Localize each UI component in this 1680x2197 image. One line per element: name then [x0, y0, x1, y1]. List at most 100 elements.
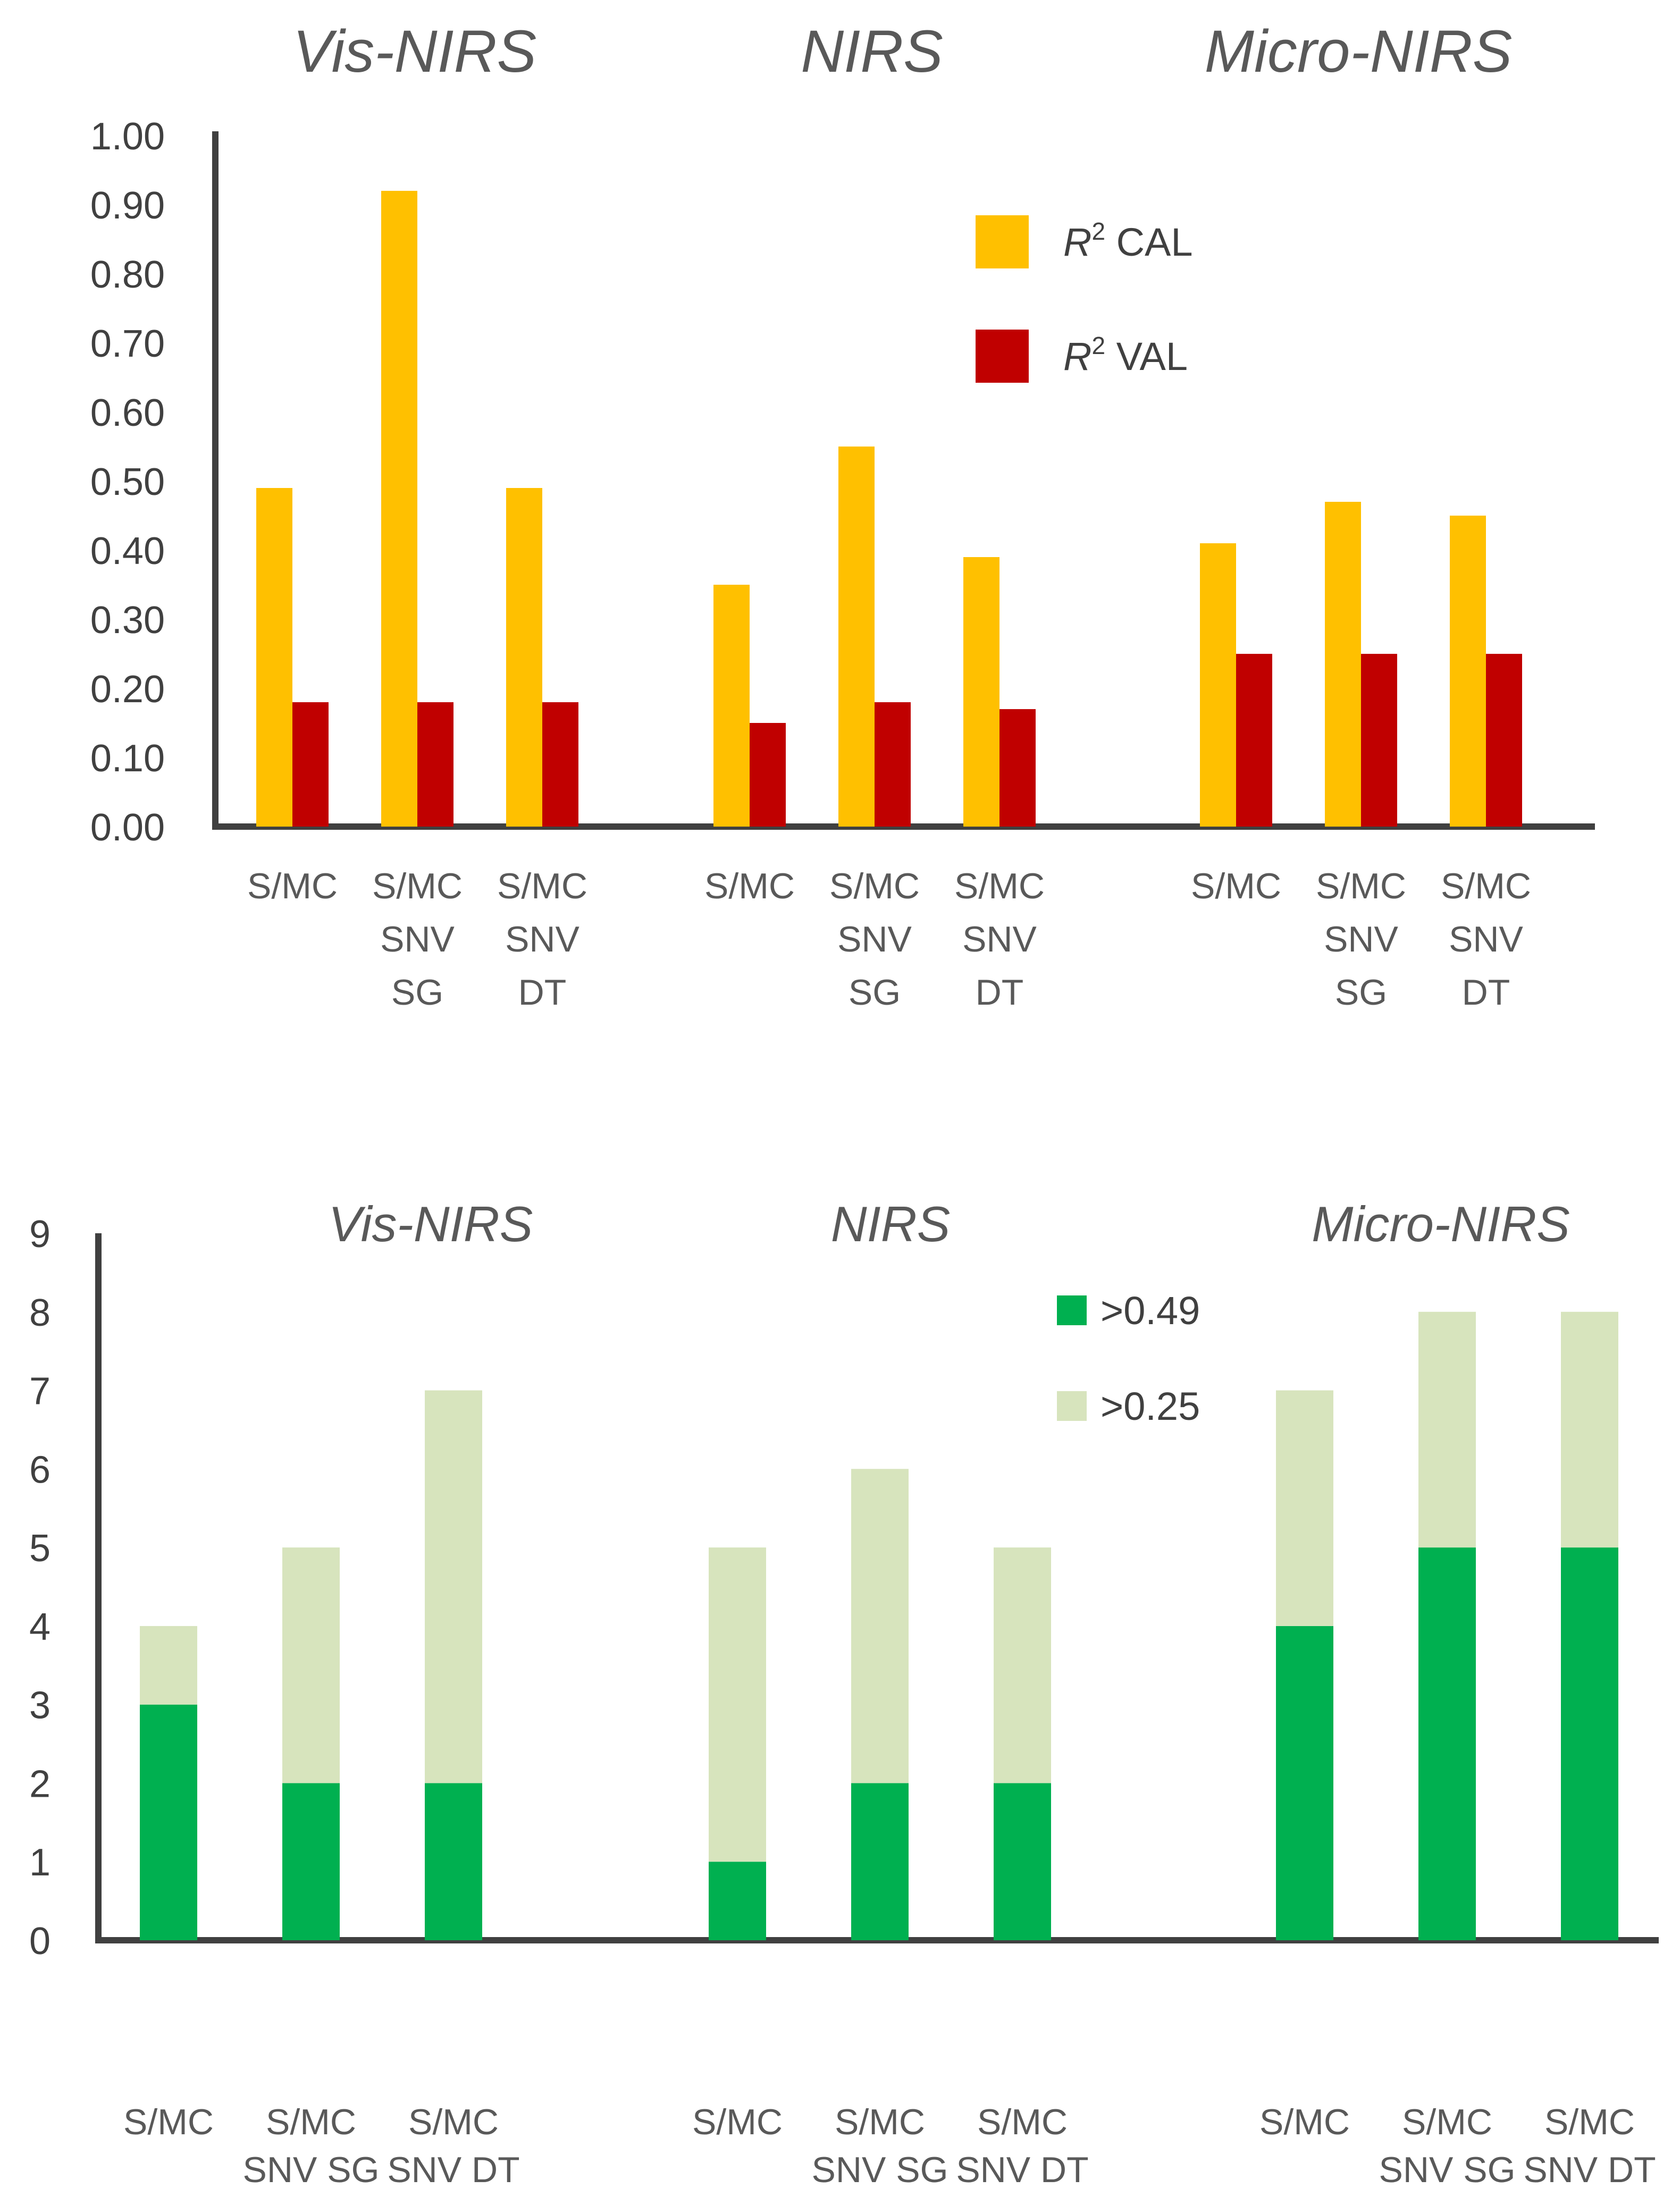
- bar-above-049: [282, 1783, 340, 1940]
- y-tick-label: 1.00: [90, 115, 165, 158]
- x-tick-label: S/MC: [497, 866, 587, 906]
- x-tick-label: S/MC: [829, 866, 920, 906]
- group-title: Micro-NIRS: [1205, 18, 1513, 85]
- y-tick-label: 7: [29, 1370, 51, 1413]
- x-tick-label: S/MC: [372, 866, 463, 906]
- x-tick-label: S/MC: [408, 2102, 499, 2142]
- x-tick-label: SNV: [962, 919, 1037, 959]
- y-tick-label: 0.70: [90, 323, 165, 365]
- x-tick-label: S/MC: [977, 2102, 1068, 2142]
- x-tick-label: SNV: [837, 919, 912, 959]
- bar-r2-val: [292, 702, 329, 827]
- x-tick-label: SNV DT: [956, 2150, 1088, 2190]
- x-tick-label: DT: [518, 972, 567, 1013]
- y-tick-label: 4: [29, 1606, 51, 1648]
- y-tick-label: 0.80: [90, 254, 165, 296]
- y-tick-label: 1: [29, 1841, 51, 1884]
- x-tick-label: SNV SG: [243, 2150, 380, 2190]
- legend-label: R2 VAL: [1063, 332, 1188, 378]
- y-tick-label: 9: [29, 1213, 51, 1256]
- legend-swatch: [1057, 1295, 1087, 1325]
- y-tick-label: 2: [29, 1763, 51, 1805]
- x-tick-label: SNV: [1324, 919, 1398, 959]
- bar-above-049: [1276, 1626, 1333, 1940]
- x-tick-label: SNV: [380, 919, 455, 959]
- x-tick-label: S/MC: [247, 866, 338, 906]
- bar-above-049: [851, 1783, 909, 1940]
- x-tick-label: S/MC: [1191, 866, 1281, 906]
- y-tick-label: 0.00: [90, 806, 165, 849]
- x-tick-label: SNV: [1449, 919, 1523, 959]
- group-title: NIRS: [801, 18, 943, 85]
- group-title: Vis-NIRS: [329, 1196, 533, 1252]
- bar-r2-cal: [1200, 543, 1236, 827]
- y-tick-label: 6: [29, 1449, 51, 1491]
- bar-r2-val: [1361, 654, 1397, 827]
- bar-above-049: [709, 1862, 766, 1940]
- legend-label: >0.49: [1101, 1289, 1200, 1333]
- bar-above-025: [851, 1469, 909, 1783]
- x-tick-label: S/MC: [1402, 2102, 1492, 2142]
- bar-r2-cal: [838, 447, 875, 827]
- bar-r2-val: [542, 702, 578, 827]
- bar-r2-cal: [381, 191, 417, 827]
- y-tick-label: 0.50: [90, 461, 165, 503]
- bar-r2-cal: [963, 557, 999, 827]
- bar-above-049: [994, 1783, 1051, 1940]
- legend-label: R2 CAL: [1063, 217, 1193, 264]
- group-title: NIRS: [831, 1196, 951, 1252]
- bar-above-025: [994, 1547, 1051, 1783]
- y-tick-label: 3: [29, 1685, 51, 1727]
- x-tick-label: DT: [976, 972, 1024, 1013]
- x-tick-label: S/MC: [1316, 866, 1406, 906]
- x-tick-label: S/MC: [123, 2102, 214, 2142]
- x-tick-label: SG: [391, 972, 443, 1013]
- x-tick-label: SG: [849, 972, 901, 1013]
- x-tick-label: S/MC: [1441, 866, 1531, 906]
- bar-r2-cal: [256, 488, 292, 827]
- y-tick-label: 5: [29, 1527, 51, 1570]
- count-chart: 0 1 2 3 4 5 6 7 8 9 Vis-NIRS S/MC S/MC SNV SG S/MC SNV …: [29, 1196, 1659, 2190]
- bar-r2-val: [1236, 654, 1272, 827]
- bar-above-025: [282, 1547, 340, 1783]
- legend-label: >0.25: [1101, 1384, 1200, 1428]
- bar-above-025: [140, 1626, 197, 1705]
- x-tick-label: SNV DT: [1523, 2150, 1656, 2190]
- legend-swatch: [976, 215, 1029, 268]
- y-tick-label: 0.30: [90, 599, 165, 642]
- x-tick-label: S/MC: [266, 2102, 356, 2142]
- bar-above-025: [425, 1390, 482, 1783]
- bar-r2-cal: [713, 585, 750, 827]
- group-title: Vis-NIRS: [293, 18, 536, 85]
- x-tick-label: SNV SG: [1379, 2150, 1516, 2190]
- x-tick-label: SG: [1335, 972, 1387, 1013]
- x-tick-label: S/MC: [692, 2102, 783, 2142]
- bar-above-049: [1418, 1547, 1476, 1940]
- y-tick-label: 0.10: [90, 737, 165, 780]
- bar-r2-val: [999, 709, 1036, 827]
- x-tick-label: S/MC: [1544, 2102, 1635, 2142]
- x-tick-label: SNV: [505, 919, 579, 959]
- x-tick-label: SNV DT: [387, 2150, 519, 2190]
- legend-swatch: [976, 330, 1029, 383]
- bar-r2-cal: [1325, 502, 1361, 827]
- x-tick-label: SNV SG: [812, 2150, 948, 2190]
- group-title: Micro-NIRS: [1312, 1196, 1570, 1252]
- y-tick-label: 8: [29, 1292, 51, 1334]
- y-tick-label: 0.60: [90, 392, 165, 434]
- y-tick-label: 0.40: [90, 530, 165, 573]
- bar-above-025: [709, 1547, 766, 1862]
- bar-above-025: [1276, 1390, 1333, 1626]
- bar-above-025: [1418, 1311, 1476, 1548]
- legend-swatch: [1057, 1391, 1087, 1421]
- r2-chart: 0.00 0.10 0.20 0.30 0.40 0.50 0.60 0.70 0.80 0.90…: [90, 18, 1595, 1013]
- bar-r2-val: [750, 723, 786, 827]
- x-tick-label: DT: [1462, 972, 1510, 1013]
- x-tick-label: S/MC: [704, 866, 795, 906]
- bar-r2-val: [417, 702, 453, 827]
- bar-r2-val: [1486, 654, 1522, 827]
- bar-above-049: [1561, 1547, 1618, 1940]
- y-tick-label: 0.90: [90, 184, 165, 227]
- bar-above-049: [425, 1783, 482, 1940]
